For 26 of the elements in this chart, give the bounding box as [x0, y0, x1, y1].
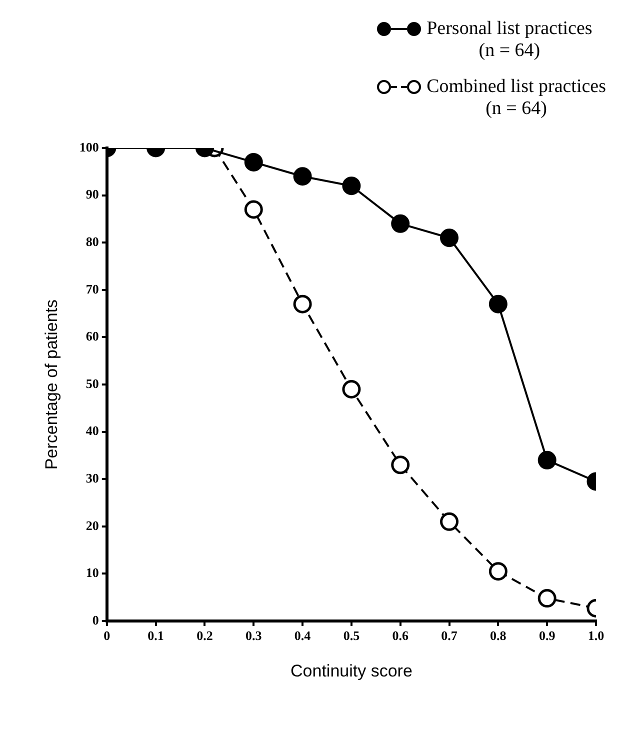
- y-axis-title: Percentage of patients: [42, 299, 61, 470]
- y-tick-label: 0: [92, 612, 99, 628]
- y-tick-label: 90: [86, 186, 99, 202]
- y-tick-label: 50: [86, 376, 99, 391]
- x-tick-label: 0.4: [294, 628, 312, 644]
- x-tick-label: 1.0: [588, 628, 604, 644]
- x-tick-label: 0.8: [490, 628, 507, 644]
- y-tick-label: 100: [79, 139, 99, 154]
- x-tick-label: 0.3: [246, 628, 262, 644]
- x-tick-label: 0.9: [538, 628, 556, 644]
- x-tick-label: 0.6: [392, 628, 409, 644]
- y-tick-label: 10: [86, 565, 99, 580]
- x-tick-label: 0.2: [196, 628, 213, 644]
- y-tick-label: 70: [86, 281, 99, 296]
- legend-label: Personal list practices (n = 64): [426, 18, 592, 62]
- y-tick-label: 30: [86, 470, 99, 486]
- x-tick-label: 0.7: [441, 628, 458, 644]
- x-tick-label: 0.1: [148, 628, 164, 644]
- x-axis-title: Continuity score: [290, 661, 412, 680]
- y-tick-label: 60: [86, 328, 99, 344]
- y-tick-label: 40: [86, 423, 99, 438]
- legend-label: Combined list practices (n = 64): [426, 76, 606, 120]
- x-tick-label: 0: [104, 628, 110, 644]
- y-tick-label: 20: [86, 518, 99, 533]
- y-tick-label: 80: [86, 234, 99, 249]
- x-tick-label: 0.5: [343, 628, 360, 644]
